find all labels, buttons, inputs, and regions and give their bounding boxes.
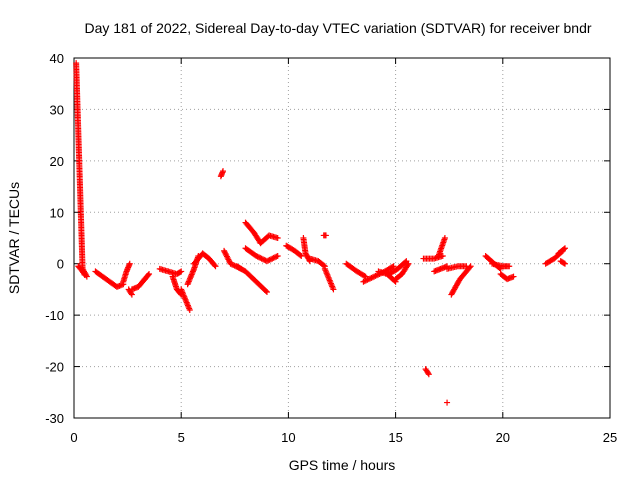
- data-point: [368, 274, 375, 281]
- y-tick-label: 20: [50, 154, 64, 169]
- data-point: [371, 273, 378, 280]
- data-point: [364, 276, 371, 283]
- data-point: [230, 262, 237, 268]
- x-tick-label: 25: [603, 430, 617, 445]
- x-tick-label: 15: [388, 430, 402, 445]
- x-tick-label: 20: [496, 430, 510, 445]
- data-point: [227, 260, 234, 267]
- data-point: [372, 272, 379, 279]
- data-point: [254, 253, 261, 260]
- data-point: [178, 268, 185, 275]
- data-point: [220, 168, 227, 175]
- data-point: [322, 232, 329, 239]
- data-point: [262, 287, 269, 294]
- data-point: [128, 290, 135, 297]
- data-point: [297, 252, 304, 259]
- data-point: [212, 263, 219, 270]
- y-tick-label: 40: [50, 51, 64, 66]
- data-point: [263, 258, 270, 265]
- data-point: [211, 262, 218, 269]
- data-point: [405, 260, 412, 267]
- data-point: [177, 269, 184, 276]
- data-point: [373, 272, 380, 279]
- data-point: [298, 253, 305, 259]
- data-point: [506, 263, 513, 270]
- plot-area-frame: [73, 57, 611, 419]
- y-tick-label: -30: [45, 411, 64, 426]
- x-tick-label: 5: [178, 430, 185, 445]
- data-point: [466, 264, 473, 271]
- data-point: [560, 260, 567, 267]
- data-point: [361, 272, 368, 279]
- data-point: [425, 371, 432, 378]
- data-point: [257, 254, 264, 261]
- data-point: [128, 291, 135, 298]
- y-tick-label: -10: [45, 308, 64, 323]
- axis-ticks: [73, 57, 611, 419]
- data-point: [145, 272, 152, 279]
- x-axis-title: GPS time / hours: [289, 457, 396, 473]
- data-point: [361, 278, 368, 285]
- y-tick-label: 30: [50, 102, 64, 117]
- data-point: [389, 264, 396, 271]
- chart-title: Day 181 of 2022, Sidereal Day-to-day VTE…: [84, 20, 591, 36]
- y-axis-title: SDTVAR / TECUs: [6, 182, 22, 294]
- data-point: [320, 262, 327, 269]
- data-point: [369, 274, 376, 281]
- data-point: [261, 256, 268, 263]
- data-point: [441, 235, 448, 241]
- data-points: [73, 60, 568, 406]
- data-point: [272, 254, 278, 261]
- data-point: [561, 245, 568, 252]
- x-tick-label: 10: [281, 430, 295, 445]
- data-point: [267, 256, 274, 263]
- data-point: [360, 278, 367, 285]
- data-point: [404, 262, 411, 268]
- data-point: [425, 370, 432, 376]
- y-tick-label: 10: [50, 205, 64, 220]
- y-tick-label: 0: [57, 257, 64, 272]
- data-point: [274, 235, 281, 241]
- data-point: [266, 256, 273, 263]
- data-point: [274, 253, 281, 259]
- data-point: [253, 253, 260, 259]
- data-point: [444, 399, 451, 406]
- data-point: [255, 254, 262, 261]
- y-tick-label: -20: [45, 360, 64, 375]
- data-point: [367, 275, 374, 282]
- data-point: [273, 253, 280, 260]
- data-point: [270, 254, 277, 261]
- grid-lines: [74, 58, 610, 418]
- data-point: [80, 270, 87, 277]
- data-point: [390, 263, 397, 270]
- data-point: [228, 261, 235, 268]
- data-point: [259, 256, 266, 263]
- data-point: [467, 263, 474, 270]
- data-point: [146, 271, 153, 277]
- data-point: [126, 260, 133, 267]
- data-point: [365, 276, 372, 283]
- data-point: [81, 272, 88, 279]
- x-tick-label: 0: [70, 430, 77, 445]
- data-point: [265, 257, 272, 264]
- data-point: [363, 277, 370, 284]
- y-axis-tick-labels: -30 -20 -10 0 10 20 30 40: [45, 51, 64, 426]
- data-point: [510, 273, 517, 280]
- data-point: [258, 255, 265, 262]
- data-point: [263, 289, 270, 295]
- data-point: [330, 286, 337, 293]
- data-point: [186, 307, 193, 313]
- data-point: [561, 260, 568, 267]
- x-axis-tick-labels: 0 5 10 15 20 25: [70, 430, 617, 445]
- data-point: [560, 246, 567, 253]
- data-point: [269, 255, 276, 262]
